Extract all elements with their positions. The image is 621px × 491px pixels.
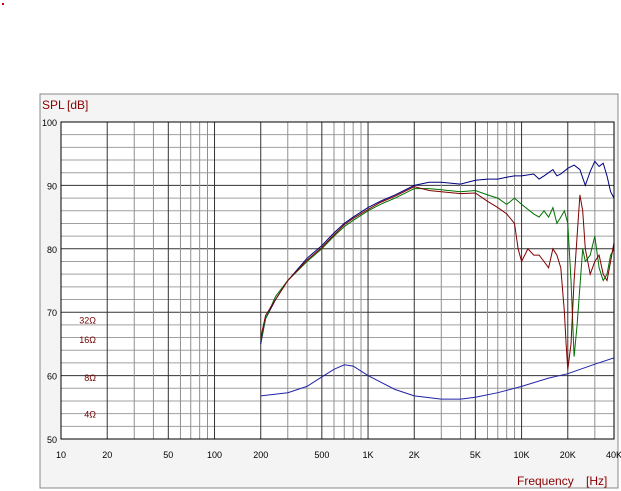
x-tick-label: 50 (163, 450, 173, 460)
impedance-label: 32Ω (79, 315, 96, 325)
impedance-label: 16Ω (79, 335, 96, 345)
x-axis-unit: [Hz] (586, 474, 607, 488)
x-tick-label: 100 (207, 450, 222, 460)
grid (61, 122, 614, 439)
plot-area (61, 122, 614, 439)
y-axis-label: SPL (42, 98, 65, 112)
x-tick-label: 10K (514, 450, 530, 460)
series-line-1 (260, 160, 614, 344)
y-tick-label: 90 (47, 181, 57, 191)
series-line-4 (260, 357, 614, 400)
series-layer (260, 160, 614, 400)
y-tick-label: 50 (47, 435, 57, 445)
x-tick-label: 20K (560, 450, 576, 460)
y-axis-unit: [dB] (67, 98, 88, 112)
y-tick-label: 70 (47, 308, 57, 318)
x-tick-label: 200 (253, 450, 268, 460)
x-tick-label: 2K (409, 450, 420, 460)
x-tick-label: 40K (606, 450, 621, 460)
series-line-3 (260, 186, 614, 370)
impedance-label: 4Ω (84, 409, 96, 419)
x-tick-label: 10 (56, 450, 66, 460)
x-axis-label: Frequency (517, 474, 574, 488)
y-tick-label: 100 (42, 118, 57, 128)
impedance-label: 8Ω (84, 373, 96, 383)
plot-border (60, 121, 615, 440)
y-tick-label: 60 (47, 372, 57, 382)
x-tick-label: 500 (314, 450, 329, 460)
series-line-2 (260, 188, 614, 357)
x-tick-label: 20 (102, 450, 112, 460)
y-tick-label: 80 (47, 245, 57, 255)
corner-mark (2, 3, 4, 5)
x-tick-label: 5K (470, 450, 481, 460)
labels: 10 20 50 100 200 500 1K 2K 5K 10K 20K 40K 50 60 70 80 90… (42, 98, 621, 488)
x-tick-label: 1K (363, 450, 374, 460)
